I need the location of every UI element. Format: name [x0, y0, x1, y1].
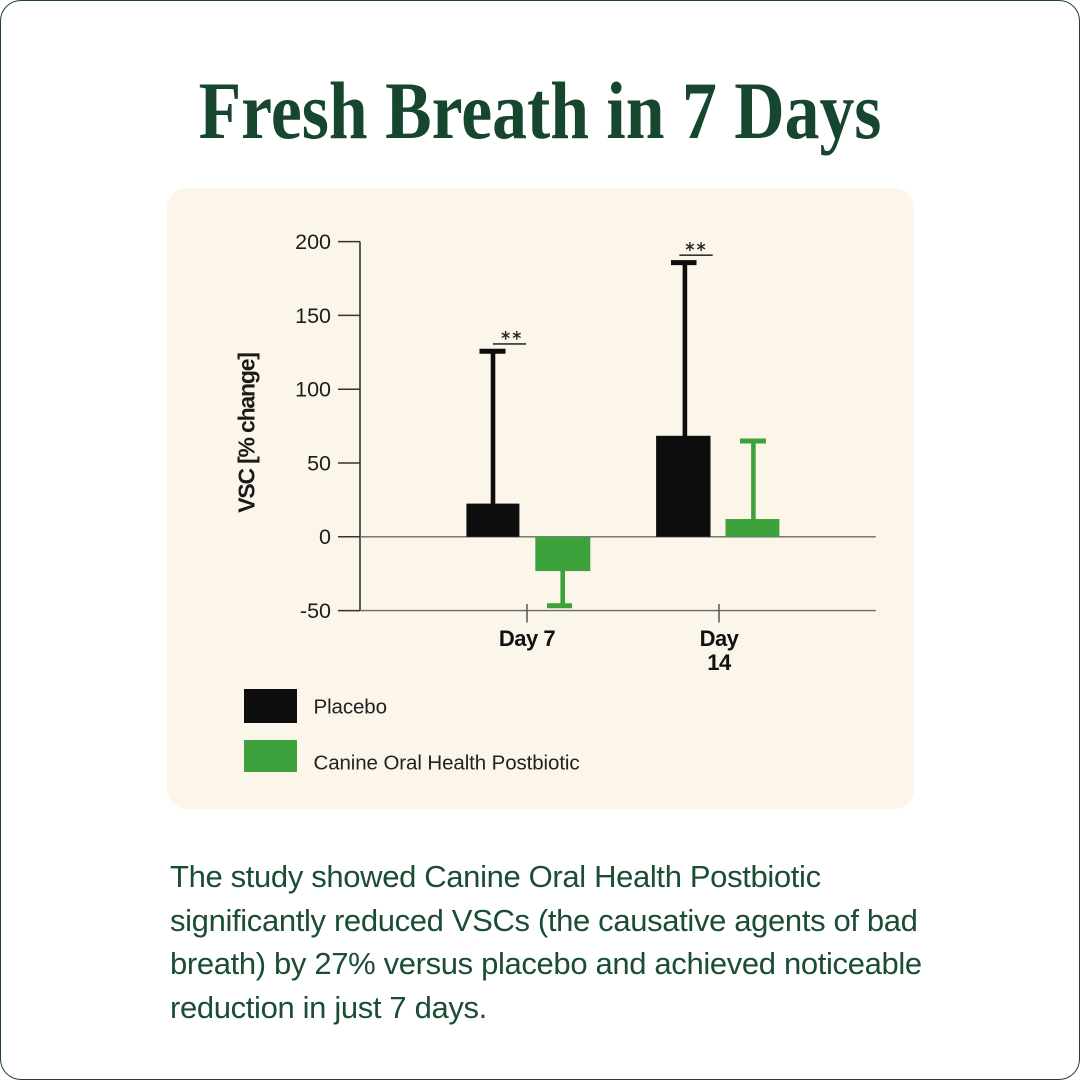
- svg-text:-50: -50: [300, 599, 331, 623]
- svg-text:200: 200: [295, 230, 331, 254]
- svg-text:Canine Oral Health Postbiotic: Canine Oral Health Postbiotic: [314, 752, 580, 775]
- svg-text:Day 7: Day 7: [499, 626, 555, 651]
- svg-text:100: 100: [295, 378, 331, 402]
- svg-text:0: 0: [319, 525, 331, 549]
- svg-text:14: 14: [707, 650, 732, 675]
- svg-text:VSC [% change]: VSC [% change]: [234, 353, 260, 513]
- svg-text:Day: Day: [700, 626, 740, 651]
- svg-text:50: 50: [307, 451, 331, 475]
- svg-text:Placebo: Placebo: [314, 696, 387, 719]
- svg-text:150: 150: [295, 304, 331, 328]
